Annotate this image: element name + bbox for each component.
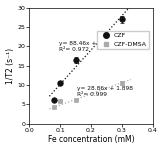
Text: y= 28.86x + 1.898
R²= 0.999: y= 28.86x + 1.898 R²= 0.999 [77, 86, 133, 97]
Legend: CZF, CZF-DMSA: CZF, CZF-DMSA [97, 31, 149, 50]
Y-axis label: 1/T2 (s⁻¹): 1/T2 (s⁻¹) [6, 47, 15, 84]
Text: y= 88.46x + 1.298
R²= 0.972: y= 88.46x + 1.298 R²= 0.972 [59, 41, 115, 52]
X-axis label: Fe concentration (mM): Fe concentration (mM) [48, 135, 134, 144]
